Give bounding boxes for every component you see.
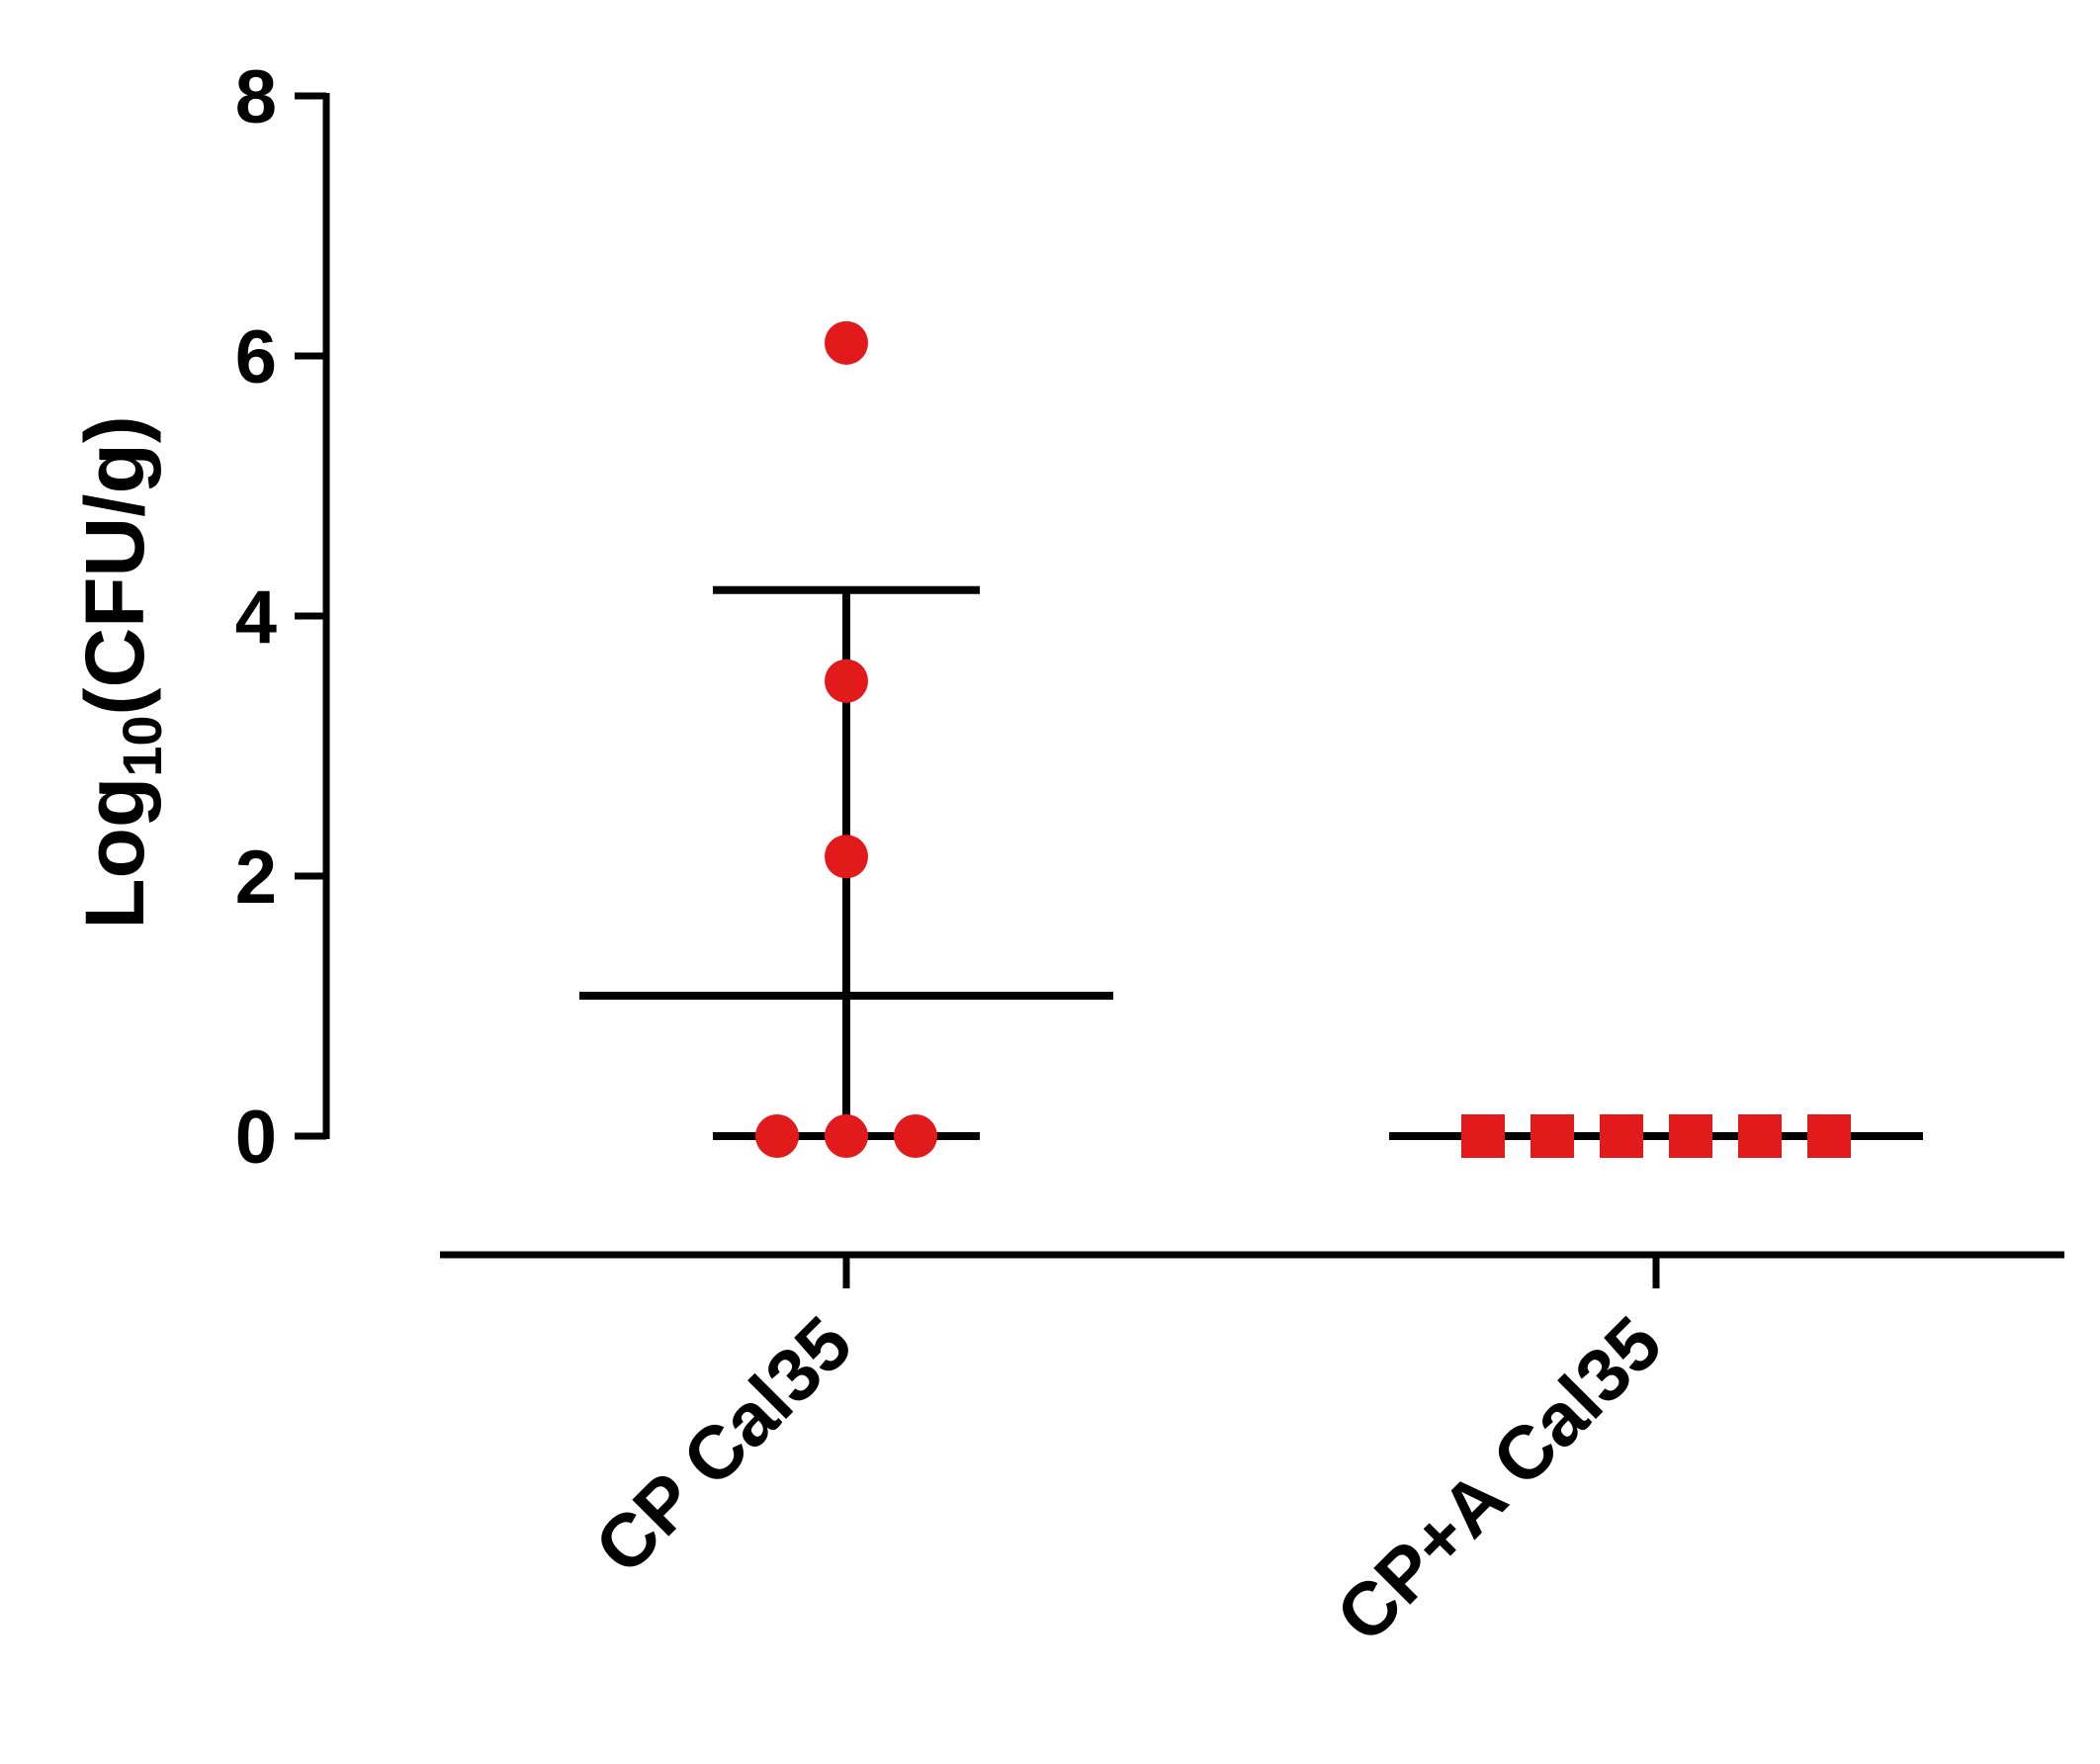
x-axis: CP Cal35 CP+A Cal35 — [440, 1251, 2064, 1658]
y-tick-label: 6 — [235, 315, 277, 399]
x-category-label: CP Cal35 — [579, 1301, 868, 1590]
y-tick-label: 4 — [235, 575, 277, 660]
data-point — [825, 659, 868, 703]
data-point — [1531, 1114, 1574, 1158]
y-tick-label: 2 — [235, 836, 277, 920]
data-point — [755, 1114, 799, 1158]
data-point — [825, 1114, 868, 1158]
data-point — [1807, 1114, 1851, 1158]
data-point — [1669, 1114, 1712, 1158]
summary-lines — [579, 585, 1923, 1140]
y-axis-label-suffix: (CFU/g) — [68, 415, 161, 715]
y-axis-label-subscript: 10 — [111, 716, 173, 777]
data-point — [825, 320, 868, 365]
y-axis-label-prefix: Log — [68, 777, 161, 929]
y-tick-label: 8 — [235, 55, 277, 139]
data-point — [1461, 1114, 1505, 1158]
data-point — [1600, 1114, 1643, 1158]
y-axis: 0 2 4 6 8 — [235, 55, 330, 1180]
data-point — [825, 835, 868, 879]
x-category-label: CP+A Cal35 — [1321, 1301, 1678, 1658]
data-point — [1738, 1114, 1782, 1158]
y-axis-label: Log10(CFU/g) — [68, 415, 173, 928]
data-points — [755, 320, 1851, 1158]
y-tick-label: 0 — [235, 1096, 277, 1180]
data-point — [894, 1114, 937, 1158]
